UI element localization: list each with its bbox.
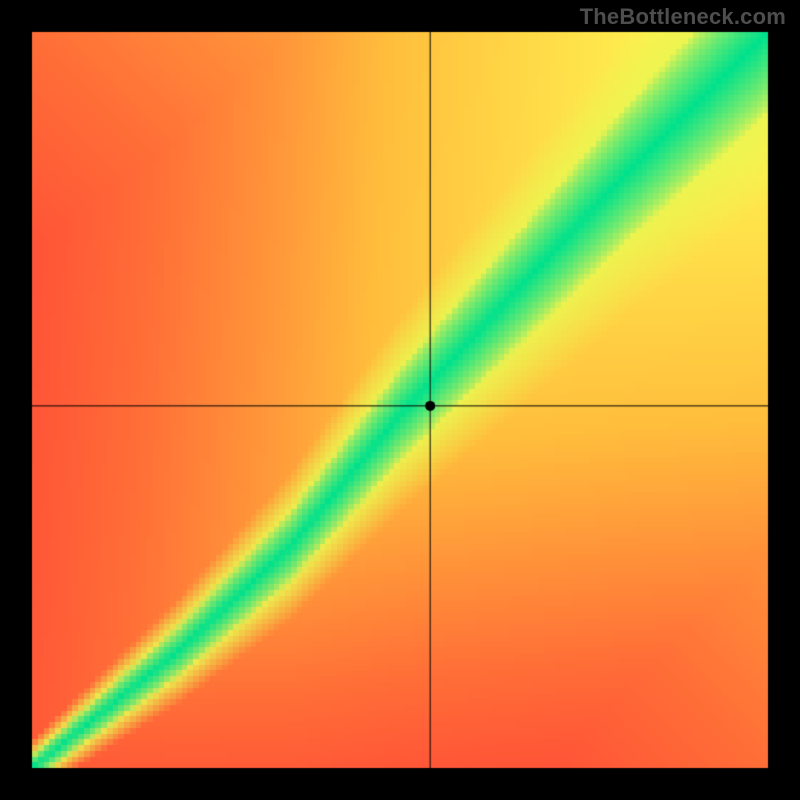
attribution-text: TheBottleneck.com	[580, 4, 786, 30]
chart-container: TheBottleneck.com	[0, 0, 800, 800]
bottleneck-heatmap	[0, 0, 800, 800]
